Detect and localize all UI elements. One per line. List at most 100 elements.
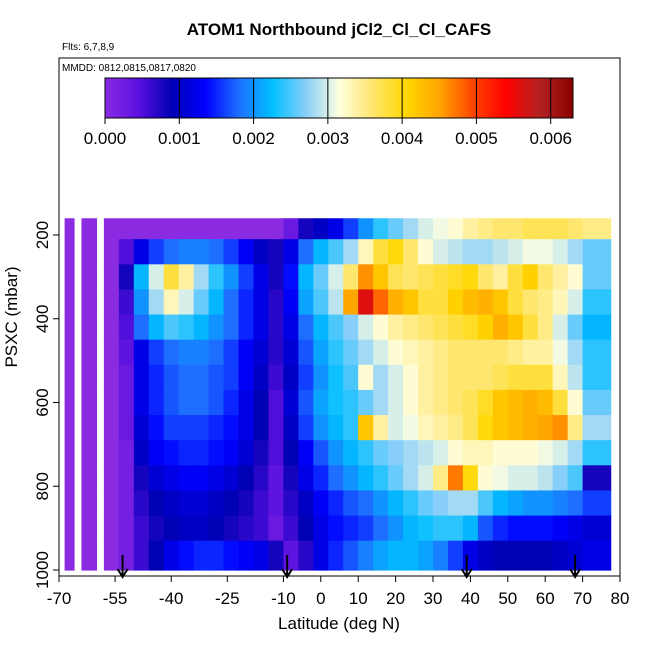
heatmap-cell: [133, 415, 150, 441]
heatmap-cell: [193, 239, 210, 265]
heatmap-cell: [433, 289, 449, 316]
heatmap-cell: [388, 314, 404, 341]
heatmap-cell: [103, 218, 120, 240]
heatmap-cell: [133, 218, 150, 240]
heatmap-cell: [537, 339, 554, 366]
heatmap-cell: [253, 218, 270, 240]
heatmap-cell: [492, 415, 509, 441]
heatmap-cell: [178, 415, 195, 441]
heatmap-cell: [537, 314, 554, 341]
heatmap-cell: [507, 289, 524, 316]
heatmap-cell: [223, 515, 240, 542]
heatmap-cell: [343, 218, 359, 240]
heatmap-cell: [313, 540, 329, 571]
heatmap-cell: [193, 389, 210, 416]
heatmap-cell: [477, 415, 494, 441]
heatmap-cell: [223, 389, 240, 416]
heatmap-cell: [178, 289, 195, 316]
heatmap-cell: [268, 389, 284, 416]
heatmap-cell: [358, 264, 374, 291]
heatmap-cell: [582, 314, 599, 341]
flight-arrows: [116, 555, 581, 579]
heatmap-cell: [537, 389, 554, 416]
heatmap-cell: [193, 314, 210, 341]
heatmap-cell: [492, 440, 509, 466]
heatmap-cell: [373, 415, 389, 441]
heatmap-cell: [582, 364, 599, 391]
heatmap-cell: [447, 364, 464, 391]
y-axis: 200 400 600 800 1000: [33, 221, 59, 589]
heatmap-cell: [552, 415, 569, 441]
heatmap-cell: [238, 218, 255, 240]
heatmap-cell: [373, 490, 389, 517]
x-axis: -70 -55 -40 -25 -10 0 10 20 30 40 50 60 70 80: [47, 576, 629, 608]
heatmap-cell: [148, 239, 165, 265]
heatmap-cell: [477, 515, 494, 542]
heatmap-cell: [462, 490, 479, 517]
heatmap-cell: [238, 515, 255, 542]
heatmap-cell: [298, 490, 314, 517]
heatmap-cell: [567, 314, 584, 341]
heatmap-cell: [253, 364, 270, 391]
heatmap-cell: [343, 239, 359, 265]
heatmap-cell: [208, 218, 225, 240]
heatmap-cell: [283, 264, 299, 291]
colorbar-tick-label: 0.002: [232, 129, 275, 148]
heatmap-cell: [178, 218, 195, 240]
heatmap-cell: [328, 415, 344, 441]
heatmap-cell: [477, 389, 494, 416]
heatmap-cell: [163, 490, 180, 517]
heatmap-cell: [507, 218, 524, 240]
heatmap-cell: [418, 218, 434, 240]
colorbar-gradient: [104, 77, 574, 119]
heatmap-cell: [253, 515, 270, 542]
heatmap-cell: [462, 540, 479, 571]
dates-label: MMDD: 0812,0815,0817,0820: [62, 63, 196, 74]
heatmap-cell: [81, 490, 97, 517]
heatmap-cell: [418, 339, 434, 366]
heatmap-cell: [552, 465, 569, 492]
heatmap-cell: [208, 389, 225, 416]
heatmap-cell: [298, 314, 314, 341]
heatmap-cell: [133, 239, 150, 265]
heatmap-cell: [103, 289, 120, 316]
heatmap-cell: [358, 540, 374, 571]
heatmap-cell: [268, 415, 284, 441]
heatmap-cell: [373, 264, 389, 291]
heatmap-cell: [298, 389, 314, 416]
heatmap-cell: [193, 364, 210, 391]
heatmap-cell: [238, 440, 255, 466]
heatmap-cell: [313, 239, 329, 265]
heatmap-cell: [208, 289, 225, 316]
heatmap-cell: [163, 239, 180, 265]
heatmap-cell: [418, 515, 434, 542]
heatmap-cell: [447, 515, 464, 542]
heatmap-cell: [283, 314, 299, 341]
heatmap-cell: [178, 490, 195, 517]
heatmap-cell: [193, 515, 210, 542]
heatmap-cell: [283, 440, 299, 466]
heatmap-cell: [447, 389, 464, 416]
heatmap-cell: [81, 515, 97, 542]
heatmap-cell: [373, 339, 389, 366]
heatmap-cell: [283, 239, 299, 265]
heatmap-cell: [118, 389, 135, 416]
heatmap-cell: [178, 314, 195, 341]
heatmap-cell: [193, 415, 210, 441]
heatmap-cell: [223, 339, 240, 366]
heatmap-cell: [552, 218, 569, 240]
heatmap-cell: [148, 289, 165, 316]
heatmap-cell: [537, 289, 554, 316]
heatmap-cell: [597, 540, 612, 571]
heatmap-cell: [358, 440, 374, 466]
heatmap-cell: [447, 490, 464, 517]
heatmap-cell: [567, 218, 584, 240]
heatmap-cell: [582, 415, 599, 441]
heatmap-cell: [537, 490, 554, 517]
heatmap-cell: [81, 314, 97, 341]
heatmap-cell: [298, 440, 314, 466]
heatmap-cell: [223, 289, 240, 316]
heatmap-cell: [178, 264, 195, 291]
heatmap-cell: [462, 314, 479, 341]
heatmap-cell: [64, 364, 75, 391]
